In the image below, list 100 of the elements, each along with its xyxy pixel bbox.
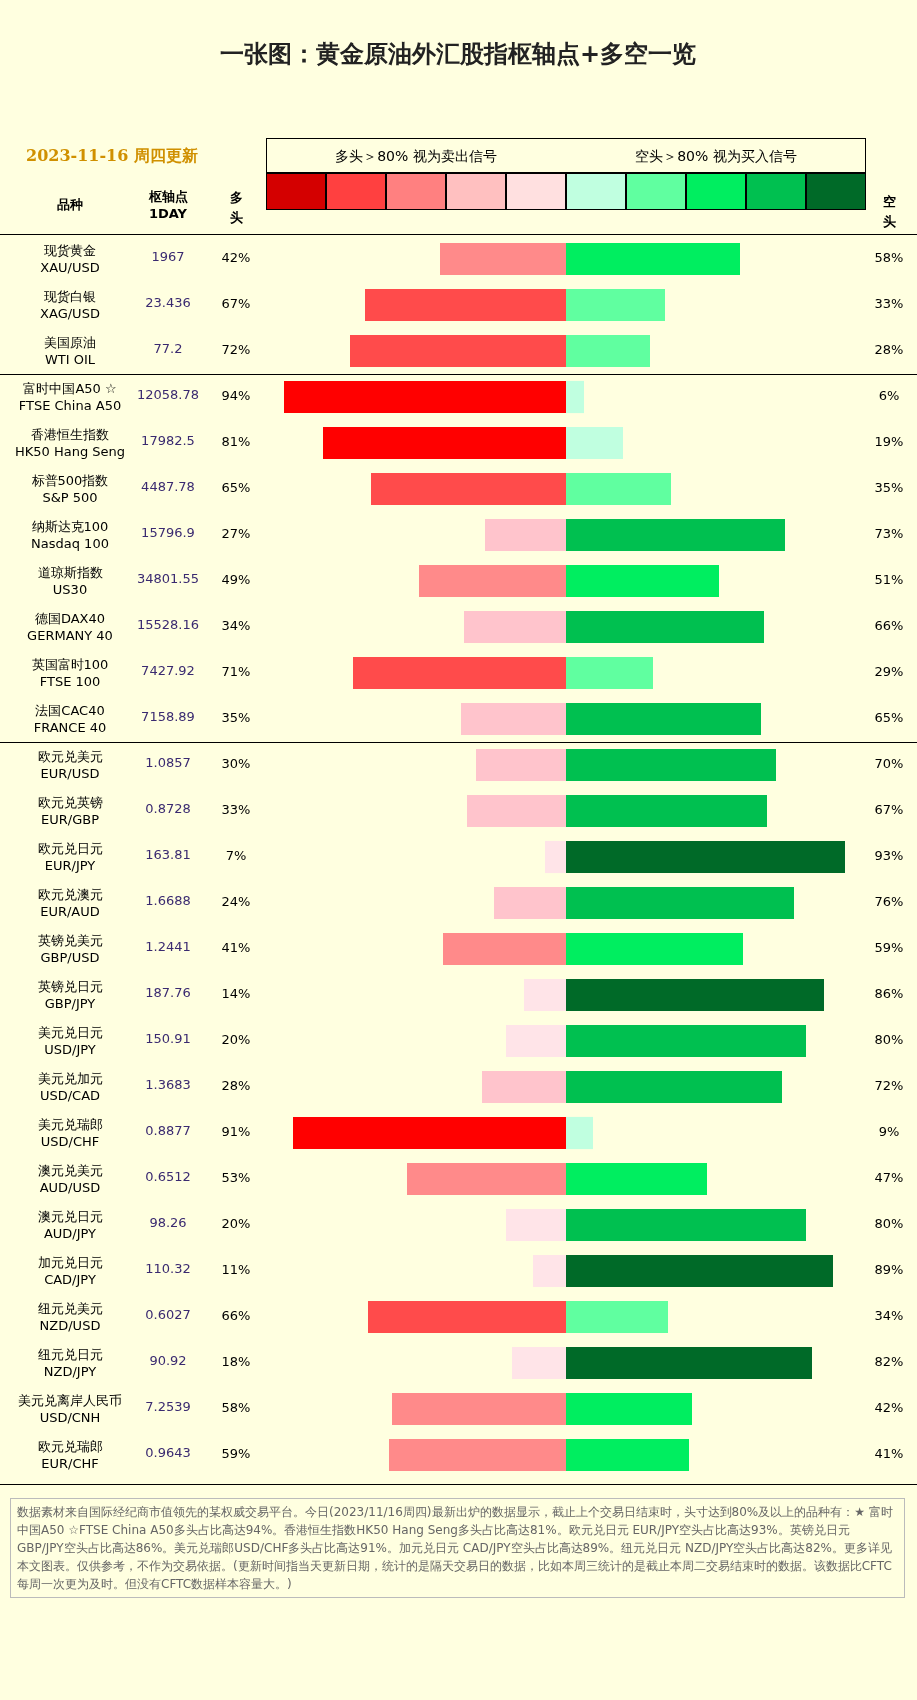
data-label: 14%	[220, 986, 252, 1001]
data-label: 72%	[220, 342, 252, 357]
data-label: 80%	[873, 1216, 905, 1231]
text: 空头	[881, 193, 897, 231]
y-tick-label: 德国DAX40 GERMANY 40	[26, 610, 114, 644]
y-tick-label: 香港恒生指数 HK50 Hang Seng	[13, 426, 127, 460]
text: 7158.89	[140, 709, 196, 724]
data-label: 66%	[220, 1308, 252, 1323]
text: 2023-11-16 周四更新	[26, 146, 198, 167]
data-label: 51%	[873, 572, 905, 587]
y-tick-label: 纽元兑日元 NZD/JPY	[36, 1346, 104, 1380]
data-label: 41%	[220, 940, 252, 955]
data-label: 34%	[220, 618, 252, 633]
data-label: 49%	[220, 572, 252, 587]
bar	[566, 426, 623, 460]
data-label: 28%	[220, 1078, 252, 1093]
text: 15528.16	[136, 617, 200, 632]
y-tick-label: 澳元兑日元 AUD/JPY	[36, 1208, 104, 1242]
data-label: 70%	[873, 756, 905, 771]
text: 17982.5	[141, 433, 195, 448]
data-label: 94%	[220, 388, 252, 403]
data-label: 18%	[220, 1354, 252, 1369]
bar	[566, 1116, 593, 1150]
data-label: 67%	[873, 802, 905, 817]
data-label: 20%	[220, 1032, 252, 1047]
text: 1.3683	[144, 1077, 192, 1092]
text: 0.6027	[144, 1307, 192, 1322]
text: 4487.78	[140, 479, 196, 494]
data-label: 11%	[220, 1262, 252, 1277]
bar	[506, 1208, 566, 1242]
data-label: 67%	[220, 296, 252, 311]
y-tick-label: 美元兑日元 USD/JPY	[36, 1024, 104, 1058]
data-label: 47%	[873, 1170, 905, 1185]
data-label: 72%	[873, 1078, 905, 1093]
data-label: 66%	[873, 618, 905, 633]
text: 空头＞80% 视为买入信号	[634, 148, 798, 166]
y-tick-label: 欧元兑英镑 EUR/GBP	[36, 794, 104, 828]
data-label: 19%	[873, 434, 905, 449]
text: 23.436	[144, 295, 192, 310]
data-label: 81%	[220, 434, 252, 449]
data-label: 59%	[873, 940, 905, 955]
text: 150.91	[144, 1031, 192, 1046]
y-tick-label: 美元兑离岸人民币 USD/CNH	[17, 1392, 123, 1426]
text: 7.2539	[145, 1399, 191, 1414]
y-tick-label: 现货白银 XAG/USD	[39, 288, 101, 322]
text: 34801.55	[136, 571, 200, 586]
data-label: 33%	[873, 296, 905, 311]
data-label: 53%	[220, 1170, 252, 1185]
y-tick-label: 美元兑瑞郎 USD/CHF	[36, 1116, 104, 1150]
text: 1.0857	[144, 755, 192, 770]
bar	[545, 840, 566, 874]
text: 1967	[150, 249, 186, 264]
data-label: 86%	[873, 986, 905, 1001]
data-label: 93%	[873, 848, 905, 863]
data-label: 33%	[220, 802, 252, 817]
data-label: 58%	[873, 250, 905, 265]
y-tick-label: 加元兑日元 CAD/JPY	[36, 1254, 104, 1288]
chart-title: 一张图：黄金原油外汇股指枢轴点+多空一览	[218, 39, 698, 70]
text: 多头	[228, 189, 244, 227]
text: 187.76	[144, 985, 192, 1000]
data-label: 35%	[220, 710, 252, 725]
bar	[566, 380, 584, 414]
y-tick-label: 道琼斯指数 US30	[36, 564, 104, 598]
text: 12058.78	[136, 387, 200, 402]
data-label: 42%	[873, 1400, 905, 1415]
data-label: 65%	[873, 710, 905, 725]
data-label: 42%	[220, 250, 252, 265]
text: 1.2441	[144, 939, 192, 954]
data-label: 71%	[220, 664, 252, 679]
data-label: 27%	[220, 526, 252, 541]
y-tick-label: 英镑兑美元 GBP/USD	[36, 932, 104, 966]
data-label: 28%	[873, 342, 905, 357]
y-tick-label: 纽元兑美元 NZD/USD	[36, 1300, 104, 1334]
y-tick-label: 美国原油 WTI OIL	[43, 334, 97, 368]
data-label: 59%	[220, 1446, 252, 1461]
data-label: 65%	[220, 480, 252, 495]
data-label: 76%	[873, 894, 905, 909]
data-label: 82%	[873, 1354, 905, 1369]
y-tick-label: 欧元兑瑞郎 EUR/CHF	[36, 1438, 104, 1472]
bar	[512, 1346, 566, 1380]
bar	[494, 886, 566, 920]
bar	[524, 978, 566, 1012]
bar	[533, 1254, 566, 1288]
y-tick-label: 欧元兑日元 EUR/JPY	[36, 840, 104, 874]
text: 15796.9	[140, 525, 196, 540]
text: 1.6688	[144, 893, 192, 908]
y-axis-title: 品种	[56, 196, 84, 214]
text: 枢轴点 1DAY	[147, 188, 189, 221]
data-label: 91%	[220, 1124, 252, 1139]
text: 7427.92	[140, 663, 196, 678]
y-tick-label: 现货黄金 XAU/USD	[39, 242, 101, 276]
data-label: 9%	[877, 1124, 901, 1139]
data-label: 89%	[873, 1262, 905, 1277]
text: 163.81	[144, 847, 192, 862]
bar	[506, 1024, 566, 1058]
data-label: 58%	[220, 1400, 252, 1415]
data-label: 24%	[220, 894, 252, 909]
text: 0.8728	[144, 801, 192, 816]
data-label: 7%	[224, 848, 248, 863]
y-tick-label: 标普500指数 S&P 500	[30, 472, 110, 506]
